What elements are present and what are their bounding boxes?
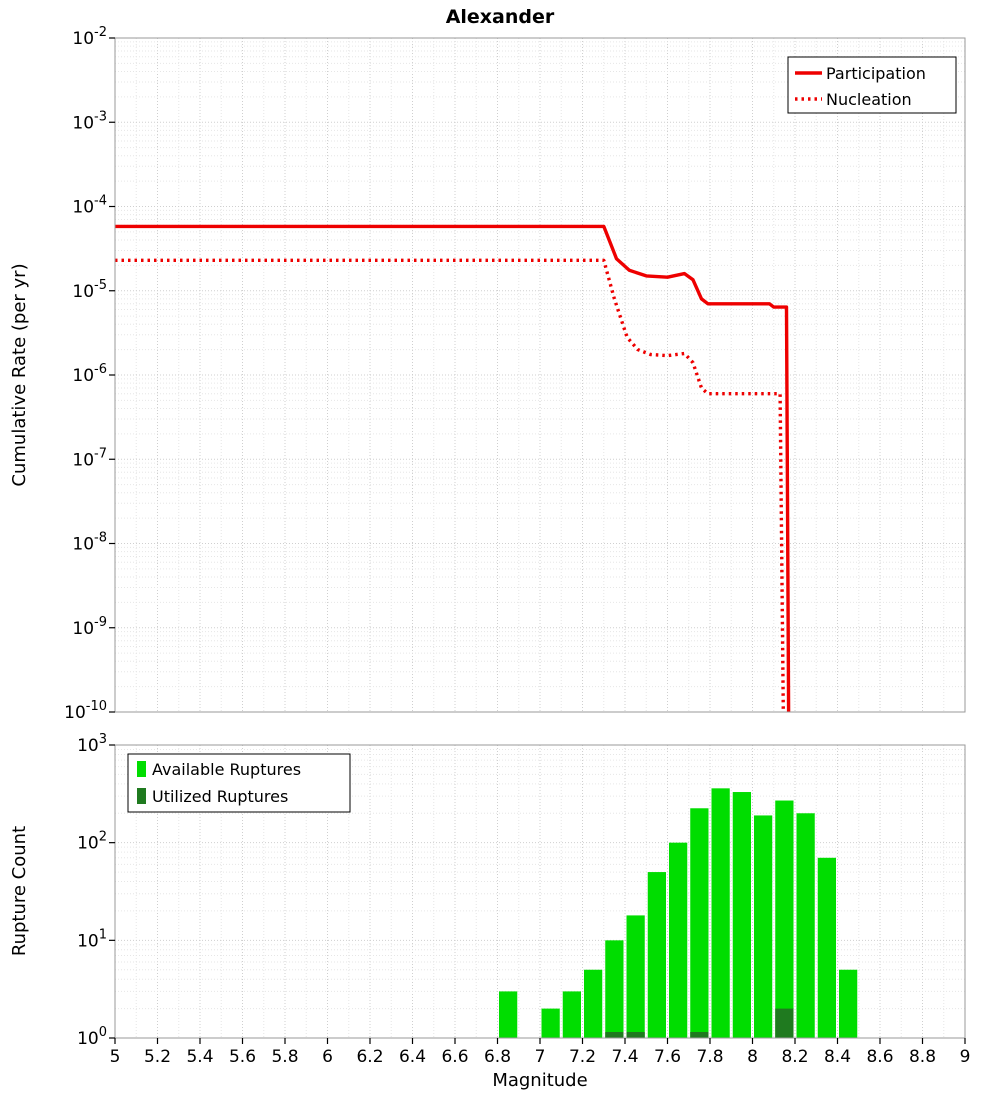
- legend-label-nucleation: Nucleation: [826, 90, 912, 109]
- y-tick-label: 10-10: [64, 699, 107, 723]
- legend-label-available-ruptures: Available Ruptures: [152, 760, 301, 779]
- x-tick-label: 7.4: [611, 1047, 638, 1067]
- available-rupture-bar: [711, 788, 730, 1038]
- top-legend-box: [787, 56, 957, 114]
- available-ruptures-swatch: [137, 761, 146, 777]
- bottom-y-axis-label: Rupture Count: [9, 826, 30, 956]
- available-rupture-bar: [839, 969, 858, 1038]
- x-tick-label: 8.6: [866, 1047, 893, 1067]
- x-tick-label: 8.4: [824, 1047, 851, 1067]
- x-tick-label: 5: [110, 1047, 121, 1067]
- available-rupture-bar: [775, 800, 794, 1038]
- y-tick-label: 10-4: [72, 194, 107, 218]
- x-tick-label: 6.2: [356, 1047, 383, 1067]
- available-rupture-bar: [817, 857, 836, 1038]
- x-tick-label: 7.6: [654, 1047, 681, 1067]
- utilized-rupture-bar: [775, 1008, 794, 1038]
- available-rupture-bar: [605, 940, 624, 1038]
- available-rupture-bar: [796, 813, 815, 1038]
- cumulative-rate-lines: [115, 224, 791, 713]
- x-tick-label: 6.6: [441, 1047, 468, 1067]
- legend-label-participation: Participation: [826, 64, 926, 83]
- x-tick-label: 5.6: [229, 1047, 256, 1067]
- x-tick-label: 8: [747, 1047, 758, 1067]
- y-tick-label: 10-9: [72, 615, 107, 639]
- available-rupture-bar: [584, 969, 603, 1038]
- utilized-rupture-bar: [690, 1032, 709, 1038]
- x-tick-label: 7.8: [696, 1047, 723, 1067]
- available-rupture-bar: [690, 808, 709, 1038]
- available-rupture-bar: [647, 872, 666, 1038]
- x-tick-label: 6: [322, 1047, 333, 1067]
- y-tick-label: 10-7: [72, 446, 107, 470]
- participation-line: [115, 224, 791, 713]
- x-tick-label: 6.4: [399, 1047, 426, 1067]
- x-tick-label: 6.8: [484, 1047, 511, 1067]
- available-rupture-bar: [732, 792, 751, 1038]
- utilized-rupture-bar: [626, 1032, 645, 1038]
- available-rupture-bar: [754, 815, 773, 1038]
- available-rupture-bar: [562, 991, 581, 1038]
- available-rupture-bar: [499, 991, 518, 1038]
- utilized-ruptures-swatch: [137, 788, 146, 804]
- bottom-legend-box: [127, 753, 351, 813]
- top-legend: Participation Nucleation: [787, 56, 957, 114]
- x-axis-label: Magnitude: [492, 1070, 587, 1091]
- x-tick-label: 8.8: [909, 1047, 936, 1067]
- chart-title: Alexander: [446, 6, 555, 28]
- x-tick-label: 5.8: [271, 1047, 298, 1067]
- x-tick-label: 7: [535, 1047, 546, 1067]
- y-tick-label: 10-3: [72, 109, 107, 133]
- available-rupture-bar: [669, 842, 688, 1038]
- axes: 10-2 10-3 10-4 10-5 10-6 10-7 10-8 10-9 10-10 100…: [64, 25, 970, 1067]
- x-tick-label: 8.2: [781, 1047, 808, 1067]
- bottom-legend: Available Ruptures Utilized Ruptures: [127, 753, 351, 813]
- rupture-count-bars: [499, 788, 858, 1038]
- top-gridlines: [115, 38, 965, 712]
- y-tick-label: 10-5: [72, 278, 107, 302]
- available-rupture-bar: [541, 1008, 560, 1038]
- y-tick-label: 103: [77, 732, 107, 756]
- x-tick-label: 7.2: [569, 1047, 596, 1067]
- x-tick-label: 5.4: [186, 1047, 213, 1067]
- y-tick-label: 102: [77, 830, 107, 854]
- y-tick-label: 100: [77, 1025, 107, 1049]
- nucleation-line: [115, 258, 785, 713]
- utilized-rupture-bar: [605, 1032, 624, 1038]
- y-tick-label: 10-8: [72, 531, 107, 555]
- legend-label-utilized-ruptures: Utilized Ruptures: [152, 787, 288, 806]
- x-tick-label: 9: [960, 1047, 971, 1067]
- y-tick-label: 101: [77, 927, 107, 951]
- y-tick-label: 10-6: [72, 362, 107, 386]
- top-y-axis-label: Cumulative Rate (per yr): [9, 263, 30, 486]
- y-tick-label: 10-2: [72, 25, 107, 49]
- available-rupture-bar: [626, 915, 645, 1038]
- x-tick-label: 5.2: [144, 1047, 171, 1067]
